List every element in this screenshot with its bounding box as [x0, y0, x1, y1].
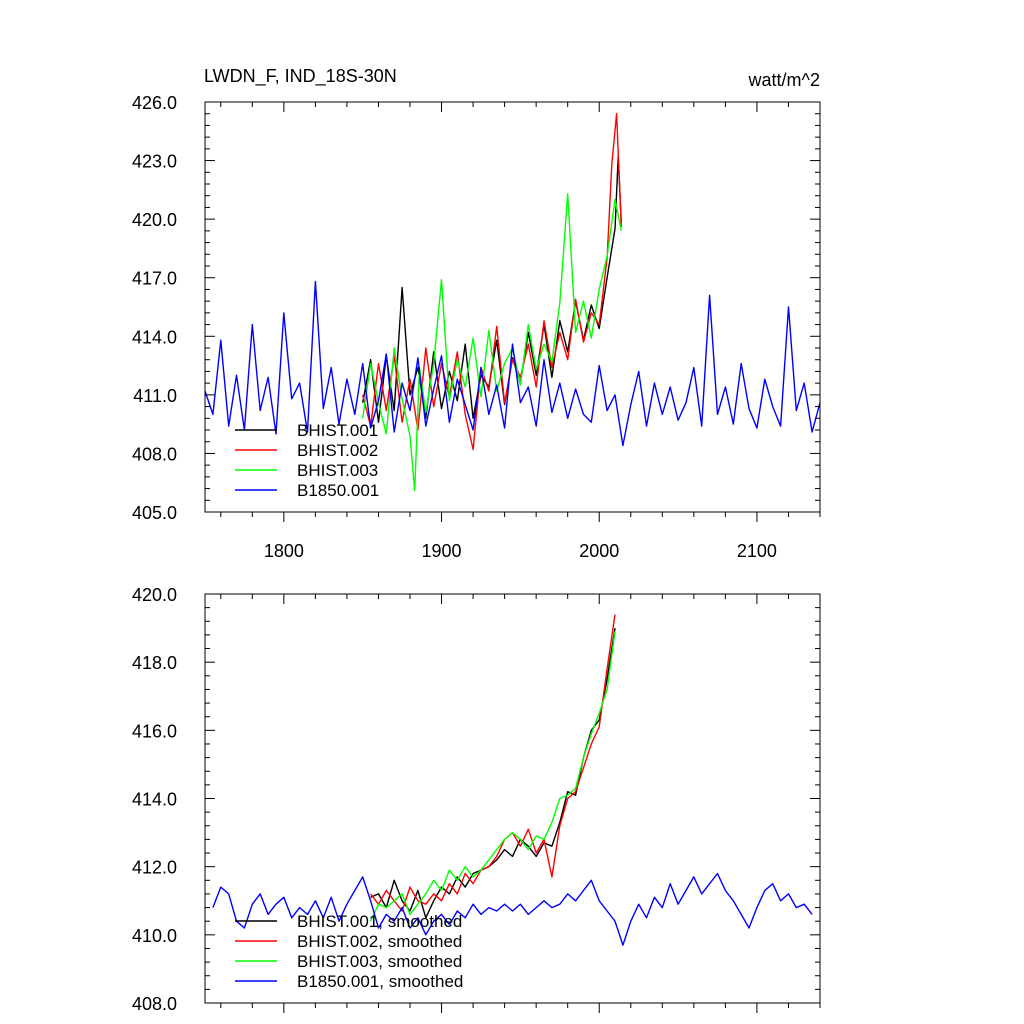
- top-x-tick-label: 1900: [422, 541, 462, 561]
- top-y-tick-label: 411.0: [133, 386, 177, 406]
- bottom-y-tick-label: 420.0: [132, 585, 177, 605]
- bottom-y-tick-label: 414.0: [132, 790, 177, 810]
- bottom-y-tick-label: 418.0: [132, 653, 177, 673]
- top-legend-label-1: BHIST.001: [297, 421, 378, 440]
- bottom-y-tick-label: 408.0: [132, 994, 177, 1014]
- top-y-tick-label: 423.0: [132, 152, 177, 172]
- top-legend-label-3: BHIST.003: [297, 461, 378, 480]
- top-y-tick-label: 420.0: [132, 210, 177, 230]
- top-chart-panel: 405.0 408.0 411.0 414.0 417.0 420.0 423.0 426.0…: [132, 93, 821, 561]
- top-chart-title: LWDN_F, IND_18S-30N: [204, 66, 397, 87]
- bottom-legend-label-1: BHIST.001, smoothed: [297, 912, 462, 931]
- top-y-tick-label: 405.0: [132, 503, 177, 523]
- top-series-line-1: [362, 156, 622, 423]
- bottom-series-line-4: [212, 872, 813, 946]
- top-series-line-2: [362, 113, 622, 451]
- bottom-series-line-3: [369, 631, 616, 922]
- top-y-tick-label: 408.0: [132, 444, 177, 464]
- top-legend-label-2: BHIST.002: [297, 441, 378, 460]
- top-legend-label-4: B1850.001: [297, 481, 379, 500]
- top-x-tick-label: 2100: [737, 541, 777, 561]
- top-plot-frame: [204, 101, 821, 513]
- top-chart-units: watt/m^2: [748, 70, 820, 90]
- bottom-legend-label-2: BHIST.002, smoothed: [297, 932, 462, 951]
- top-series-line-4: [205, 280, 820, 447]
- bottom-legend-label-4: B1850.001, smoothed: [297, 972, 463, 991]
- bottom-y-tick-label: 412.0: [132, 858, 177, 878]
- bottom-series-line-2: [370, 614, 616, 912]
- bottom-y-tick-label: 416.0: [132, 721, 177, 741]
- bottom-legend-label-3: BHIST.003, smoothed: [297, 952, 462, 971]
- bottom-y-tick-label: 410.0: [132, 926, 177, 946]
- top-x-tick-label: 2000: [579, 541, 619, 561]
- top-y-tick-label: 417.0: [132, 269, 177, 289]
- bottom-series-line-1: [370, 627, 616, 919]
- top-y-tick-label: 426.0: [132, 93, 177, 113]
- bottom-chart-panel: 408.0 410.0 412.0 414.0 416.0 418.0 420.0 BHIST…: [132, 585, 821, 1014]
- top-y-tick-label: 414.0: [132, 327, 177, 347]
- top-series-line-3: [362, 193, 622, 492]
- top-x-tick-label: 1800: [264, 541, 304, 561]
